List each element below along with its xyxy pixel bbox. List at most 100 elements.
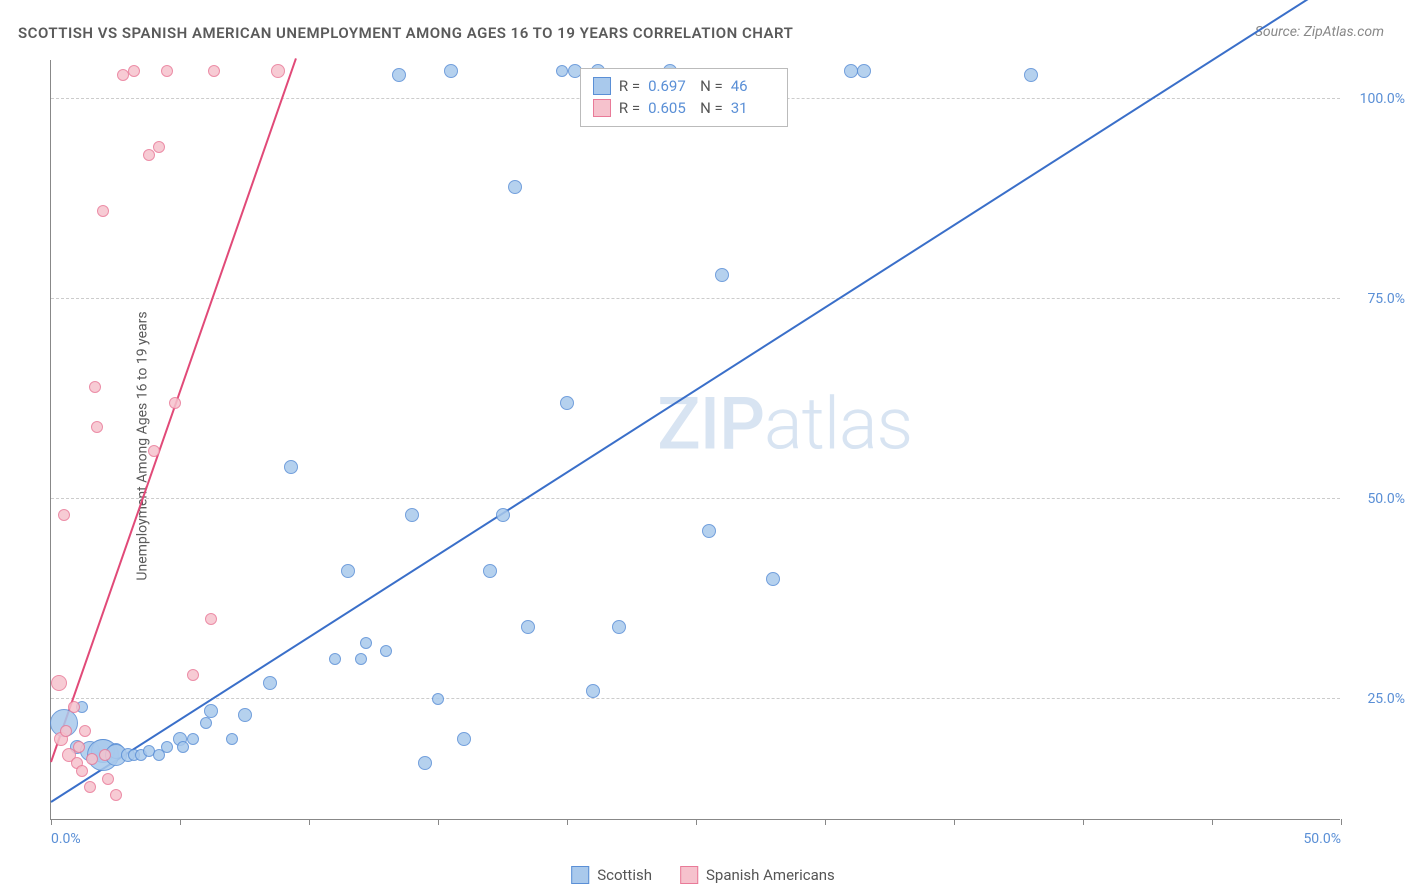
data-point — [73, 741, 85, 753]
x-tick — [567, 819, 568, 825]
data-point — [177, 741, 189, 753]
data-point — [238, 708, 252, 722]
data-point — [284, 460, 298, 474]
data-point — [97, 205, 109, 217]
data-point — [457, 732, 471, 746]
data-point — [483, 564, 497, 578]
data-point — [521, 620, 535, 634]
stat-n-value: 46 — [731, 75, 775, 98]
data-point — [702, 524, 716, 538]
data-point — [560, 396, 574, 410]
data-point — [329, 653, 341, 665]
data-point — [99, 749, 111, 761]
data-point — [766, 572, 780, 586]
data-point — [612, 620, 626, 634]
data-point — [169, 397, 181, 409]
data-point — [380, 645, 392, 657]
data-point — [1024, 68, 1038, 82]
legend-label: Spanish Americans — [706, 866, 835, 884]
data-point — [392, 68, 406, 82]
chart-title: SCOTTISH VS SPANISH AMERICAN UNEMPLOYMEN… — [18, 24, 793, 42]
x-tick — [180, 819, 181, 825]
y-tick-label: 100.0% — [1360, 91, 1405, 107]
data-point — [91, 421, 103, 433]
stat-r-value: 0.697 — [648, 75, 692, 98]
data-point — [79, 725, 91, 737]
data-point — [355, 653, 367, 665]
chart-container: SCOTTISH VS SPANISH AMERICAN UNEMPLOYMEN… — [0, 0, 1406, 892]
trend-line — [50, 58, 297, 763]
data-point — [496, 508, 510, 522]
gridline — [51, 298, 1340, 299]
x-tick — [696, 819, 697, 825]
data-point — [418, 756, 432, 770]
swatch-icon — [593, 77, 611, 95]
x-tick — [825, 819, 826, 825]
x-tick — [954, 819, 955, 825]
data-point — [200, 717, 212, 729]
data-point — [508, 180, 522, 194]
y-tick-label: 75.0% — [1367, 291, 1405, 307]
data-point — [715, 268, 729, 282]
stat-n-label: N = — [700, 75, 723, 98]
swatch-icon — [571, 866, 589, 884]
watermark: ZIPatlas — [657, 382, 912, 467]
gridline — [51, 698, 1340, 699]
data-point — [556, 65, 568, 77]
y-tick-label: 50.0% — [1367, 491, 1405, 507]
data-point — [89, 381, 101, 393]
data-point — [148, 445, 160, 457]
data-point — [153, 141, 165, 153]
data-point — [204, 704, 218, 718]
watermark-atlas: atlas — [764, 382, 912, 467]
legend-item: Spanish Americans — [680, 866, 835, 884]
watermark-zip: ZIP — [657, 382, 764, 467]
x-tick — [438, 819, 439, 825]
data-point — [341, 564, 355, 578]
data-point — [432, 693, 444, 705]
stat-r-label: R = — [619, 75, 640, 98]
data-point — [76, 765, 88, 777]
data-point — [128, 65, 140, 77]
data-point — [102, 773, 114, 785]
stats-row: R =0.605N =31 — [593, 97, 775, 120]
data-point — [84, 781, 96, 793]
data-point — [161, 741, 173, 753]
y-tick-label: 25.0% — [1367, 691, 1405, 707]
data-point — [187, 669, 199, 681]
data-point — [110, 789, 122, 801]
stats-row: R = 0.697 N = 46 — [593, 75, 775, 98]
data-point — [51, 675, 67, 691]
x-tick — [1212, 819, 1213, 825]
x-tick-label: 50.0% — [1303, 831, 1341, 847]
swatch-icon — [680, 866, 698, 884]
data-point — [844, 64, 858, 78]
swatch-icon — [593, 99, 611, 117]
data-point — [226, 733, 238, 745]
data-point — [161, 65, 173, 77]
data-point — [143, 149, 155, 161]
legend: Scottish Spanish Americans — [571, 866, 835, 884]
gridline — [51, 498, 1340, 499]
data-point — [857, 64, 871, 78]
data-point — [60, 725, 72, 737]
stat-r-value: 0.605 — [648, 97, 692, 120]
data-point — [263, 676, 277, 690]
data-point — [58, 509, 70, 521]
x-tick — [51, 819, 52, 825]
data-point — [86, 753, 98, 765]
data-point — [68, 701, 80, 713]
data-point — [586, 684, 600, 698]
source-label: Source: ZipAtlas.com — [1255, 24, 1384, 40]
data-point — [360, 637, 372, 649]
data-point — [205, 613, 217, 625]
data-point — [405, 508, 419, 522]
stats-box: R =0.697N =46R =0.605N =31 — [580, 68, 788, 127]
data-point — [208, 65, 220, 77]
legend-label: Scottish — [597, 866, 652, 884]
plot-area: ZIPatlas 25.0%50.0%75.0%100.0%0.0%50.0%R… — [50, 60, 1340, 820]
data-point — [271, 64, 285, 78]
stat-r-label: R = — [619, 97, 640, 120]
data-point — [187, 733, 199, 745]
x-tick — [1341, 819, 1342, 825]
